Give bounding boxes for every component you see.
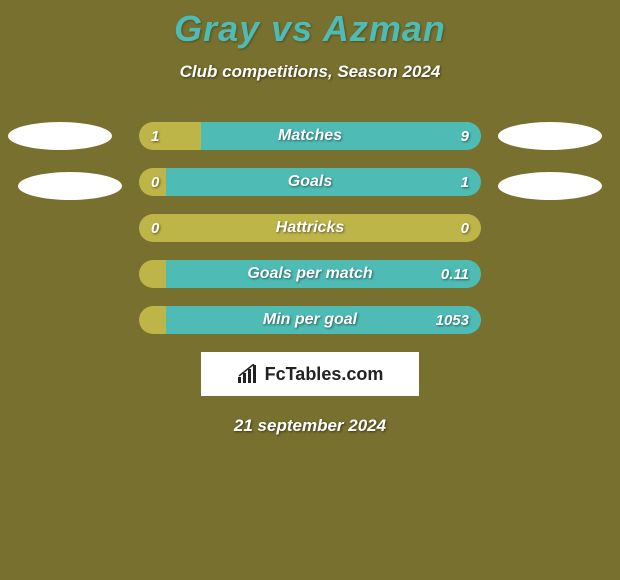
stat-bar: 1 Matches 9 — [139, 122, 481, 150]
stat-bar: 0 Hattricks 0 — [139, 214, 481, 242]
comparison-title: Gray vs Azman — [0, 0, 620, 50]
stat-value-left: 1 — [151, 128, 159, 145]
stat-value-right: 1053 — [436, 312, 469, 329]
stat-row: 1 Matches 9 — [0, 122, 620, 150]
stat-label: Min per goal — [263, 311, 357, 329]
stat-label: Goals — [288, 173, 332, 191]
stat-value-right: 0 — [461, 220, 469, 237]
brand-logo-text: FcTables.com — [265, 364, 384, 385]
stat-label: Goals per match — [247, 265, 372, 283]
comparison-subtitle: Club competitions, Season 2024 — [0, 62, 620, 82]
stat-row: 0 Hattricks 0 — [0, 214, 620, 242]
stat-bar: Goals per match 0.11 — [139, 260, 481, 288]
brand-logo: FcTables.com — [237, 364, 384, 385]
stat-row: Goals per match 0.11 — [0, 260, 620, 288]
stat-bar-left — [139, 260, 166, 288]
stat-bar-left — [139, 306, 166, 334]
stat-bar: 0 Goals 1 — [139, 168, 481, 196]
stat-row: 0 Goals 1 — [0, 168, 620, 196]
stat-bar: Min per goal 1053 — [139, 306, 481, 334]
stat-label: Hattricks — [276, 219, 344, 237]
stat-value-right: 9 — [461, 128, 469, 145]
date-text: 21 september 2024 — [0, 416, 620, 436]
brand-logo-box: FcTables.com — [201, 352, 419, 396]
stat-value-right: 0.11 — [441, 266, 469, 283]
stat-label: Matches — [278, 127, 342, 145]
stat-bar-left — [139, 122, 201, 150]
stat-value-right: 1 — [461, 174, 469, 191]
stat-row: Min per goal 1053 — [0, 306, 620, 334]
chart-icon — [237, 364, 261, 384]
stat-value-left: 0 — [151, 174, 159, 191]
stat-value-left: 0 — [151, 220, 159, 237]
stats-area: 1 Matches 9 0 Goals 1 0 Hattricks 0 Goal… — [0, 122, 620, 334]
